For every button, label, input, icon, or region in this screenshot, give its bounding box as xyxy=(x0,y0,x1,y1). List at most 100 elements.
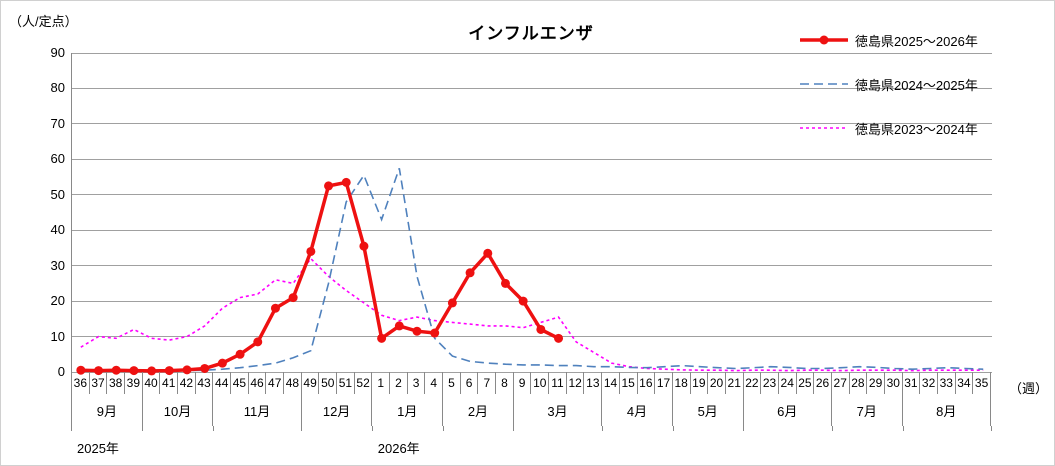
week-axis: 36 37 38 39 40 41 42 43 44 45 46 47 48 49 50 51 52 1 2 3 4 5 6… xyxy=(71,372,991,394)
data-point-marker xyxy=(306,246,316,256)
week-tick-label: 37 xyxy=(90,372,108,394)
week-tick-label: 45 xyxy=(231,372,249,394)
week-tick-label: 30 xyxy=(885,372,903,394)
data-point-marker xyxy=(182,365,192,375)
data-point-marker xyxy=(129,366,139,376)
month-boundary-tick xyxy=(601,426,603,431)
month-boundary-tick xyxy=(902,426,904,431)
week-tick-label: 7 xyxy=(478,372,497,394)
month-tick-label: 7月 xyxy=(832,394,903,426)
month-boundary-tick xyxy=(513,426,515,431)
week-tick-label: 18 xyxy=(673,372,691,394)
month-boundary-tick xyxy=(672,426,674,431)
gridline xyxy=(72,123,992,125)
week-tick-label: 29 xyxy=(867,372,885,394)
data-point-marker xyxy=(483,248,493,258)
week-tick-label: 41 xyxy=(160,372,179,394)
x-axis-unit-label: （週） xyxy=(1009,381,1049,396)
week-tick-label: 33 xyxy=(938,372,956,394)
week-tick-label: 48 xyxy=(284,372,302,394)
week-tick-label: 3 xyxy=(408,372,426,394)
month-boundary-tick xyxy=(831,426,833,431)
data-point-marker xyxy=(217,358,227,368)
week-tick-label: 10 xyxy=(531,372,550,394)
plot-area xyxy=(71,52,992,376)
month-boundary-tick xyxy=(71,426,72,431)
data-point-marker xyxy=(412,326,422,336)
legend-label: 徳島県2025～2026年 xyxy=(855,33,978,49)
week-tick-label: 32 xyxy=(920,372,938,394)
series-canvas xyxy=(76,167,984,376)
week-tick-label: 40 xyxy=(143,372,161,394)
legend-line-sample-icon xyxy=(799,121,849,135)
y-tick-label: 80 xyxy=(50,80,65,96)
data-point-marker xyxy=(200,363,210,373)
data-point-marker xyxy=(76,365,86,375)
gridline xyxy=(72,371,992,373)
week-tick-label: 20 xyxy=(708,372,726,394)
month-tick-label: 1月 xyxy=(372,394,444,426)
week-tick-label: 8 xyxy=(496,372,514,394)
week-tick-label: 42 xyxy=(178,372,196,394)
series-line-0 xyxy=(80,180,560,373)
month-tick-label: 2月 xyxy=(443,394,514,426)
legend: 徳島県2025～2026年 徳島県2024～2025年 徳島県2023～2024… xyxy=(799,31,978,163)
month-tick-label: 9月 xyxy=(72,394,143,426)
data-point-marker xyxy=(94,366,104,376)
week-tick-label: 19 xyxy=(691,372,709,394)
month-axis: 9月 10月 11月 12月 1月 2月 3月 4月 5月 6月 7月 8月 xyxy=(71,394,991,426)
month-tick-label: 11月 xyxy=(213,394,302,426)
data-point-marker xyxy=(394,321,404,331)
series-line-1 xyxy=(80,167,984,372)
week-tick-label: 4 xyxy=(425,372,444,394)
week-tick-label: 26 xyxy=(814,372,832,394)
week-tick-label: 39 xyxy=(125,372,143,394)
week-tick-label: 11 xyxy=(549,372,567,394)
month-boundary-tick xyxy=(991,426,992,431)
month-boundary-tick xyxy=(442,426,444,431)
month-tick-label: 10月 xyxy=(143,394,214,426)
y-tick-label: 70 xyxy=(50,115,65,131)
week-tick-label: 17 xyxy=(655,372,673,394)
data-point-marker xyxy=(111,365,121,375)
week-tick-label: 23 xyxy=(761,372,779,394)
gridline xyxy=(72,229,992,231)
week-tick-label: 6 xyxy=(461,372,479,394)
legend-item-2023-2024: 徳島県2023～2024年 xyxy=(799,119,978,137)
month-boundary-tick xyxy=(743,426,745,431)
data-point-marker xyxy=(518,296,528,306)
month-tick-label: 4月 xyxy=(602,394,673,426)
week-tick-label: 21 xyxy=(726,372,744,394)
week-tick-label: 34 xyxy=(956,372,974,394)
data-point-marker xyxy=(341,177,351,187)
week-tick-label: 15 xyxy=(620,372,638,394)
gridline xyxy=(72,194,992,196)
month-tick-label: 3月 xyxy=(514,394,603,426)
y-tick-label: 0 xyxy=(57,364,65,379)
data-point-marker xyxy=(500,278,510,288)
legend-label: 徳島県2023～2024年 xyxy=(855,121,978,137)
week-tick-label: 44 xyxy=(213,372,232,394)
data-point-marker xyxy=(288,293,298,303)
y-tick-label: 40 xyxy=(50,222,65,238)
week-tick-label: 16 xyxy=(638,372,656,394)
week-tick-label: 36 xyxy=(72,372,90,394)
month-boundary-tick xyxy=(212,426,214,431)
data-point-marker xyxy=(430,328,440,338)
y-tick-label: 10 xyxy=(50,328,65,344)
data-point-marker xyxy=(253,337,263,347)
month-boundary-tick xyxy=(301,426,302,431)
legend-label: 徳島県2024～2025年 xyxy=(855,77,978,93)
week-tick-label: 27 xyxy=(832,372,850,394)
y-tick-label: 50 xyxy=(50,186,65,202)
week-tick-label: 1 xyxy=(372,372,391,394)
week-tick-label: 14 xyxy=(602,372,620,394)
week-tick-label: 35 xyxy=(973,372,991,394)
month-tick-label: 12月 xyxy=(302,394,373,426)
gridline xyxy=(72,52,992,54)
week-tick-label: 47 xyxy=(266,372,285,394)
week-tick-label: 38 xyxy=(107,372,126,394)
data-point-marker xyxy=(359,241,369,251)
month-tick-label: 8月 xyxy=(903,394,991,426)
